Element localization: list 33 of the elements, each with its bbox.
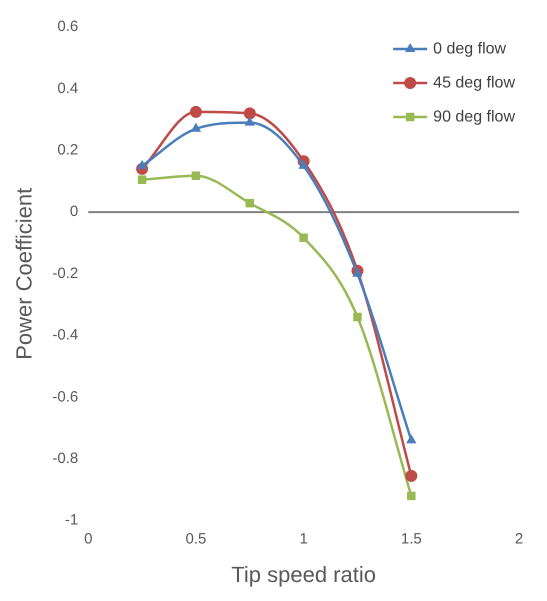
x-tick-label: 1 — [299, 530, 308, 548]
y-tick-label: -1 — [64, 512, 78, 529]
point — [190, 106, 202, 118]
x-axis-title: Tip speed ratio — [231, 562, 376, 587]
point — [136, 160, 148, 169]
y-axis-title: Power Coefficient — [11, 188, 36, 360]
y-tick-label: 0 — [70, 203, 78, 220]
point — [405, 470, 418, 482]
point — [244, 107, 256, 120]
point — [244, 116, 255, 126]
point — [192, 171, 200, 180]
point — [298, 160, 309, 169]
y-tick-label: -0.2 — [52, 264, 78, 282]
legend-label: 90 deg flow — [433, 108, 516, 126]
legend-label: 45 deg flow — [433, 74, 516, 92]
point — [353, 312, 362, 322]
point — [138, 175, 146, 184]
y-tick-label: -0.6 — [52, 388, 78, 406]
y-tick-label: 0.6 — [57, 18, 78, 36]
y-tick-label: -0.4 — [52, 326, 78, 344]
point — [190, 122, 202, 132]
point — [246, 198, 254, 208]
point — [407, 492, 416, 500]
point — [352, 268, 363, 277]
x-tick-label: 0.5 — [186, 530, 206, 548]
y-tick-label: 0.2 — [57, 142, 78, 159]
y-tick-label: -0.8 — [52, 450, 78, 468]
legend-label: 0 deg flow — [433, 40, 507, 58]
point — [299, 233, 308, 242]
x-tick-label: 1.5 — [400, 530, 422, 548]
y-tick-label: 0.4 — [57, 80, 78, 97]
x-tick-label: 2 — [514, 530, 524, 548]
x-tick-label: 0 — [84, 530, 92, 548]
